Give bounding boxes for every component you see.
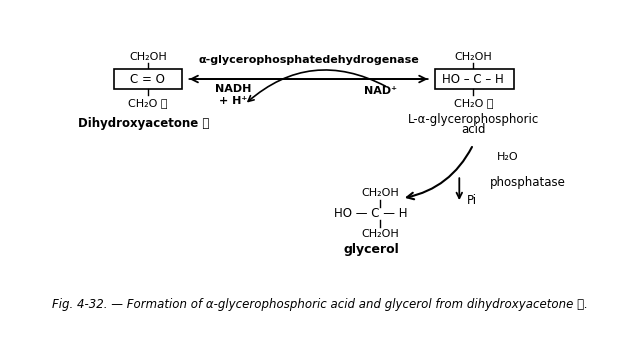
Text: Fig. 4-32. — Formation of α-glycerophosphoric acid and glycerol from dihydroxyac: Fig. 4-32. — Formation of α-glycerophosp…	[52, 298, 588, 311]
Text: C = O: C = O	[130, 72, 165, 86]
Bar	[434, 69, 514, 89]
Text: NAD⁺: NAD⁺	[364, 86, 397, 96]
Text: acid: acid	[461, 124, 485, 136]
Text: CH₂O Ⓟ: CH₂O Ⓟ	[454, 98, 493, 108]
Text: CH₂OH: CH₂OH	[454, 52, 492, 62]
Text: CH₂OH: CH₂OH	[361, 229, 399, 239]
Text: NADH
+ H⁺: NADH + H⁺	[215, 84, 251, 106]
Text: HO – C – H: HO – C – H	[442, 72, 504, 86]
Text: CH₂OH: CH₂OH	[129, 52, 167, 62]
FancyArrowPatch shape	[248, 70, 386, 101]
Bar	[114, 69, 182, 89]
Text: L-α-glycerophosphoric: L-α-glycerophosphoric	[407, 113, 539, 126]
Text: CH₂O Ⓟ: CH₂O Ⓟ	[128, 98, 167, 108]
Text: HO — C — H: HO — C — H	[334, 207, 407, 220]
Text: CH₂OH: CH₂OH	[361, 188, 399, 198]
Text: H₂O: H₂O	[497, 152, 519, 162]
Text: α-glycerophosphatedehydrogenase: α-glycerophosphatedehydrogenase	[198, 55, 419, 65]
Text: Dihydroxyacetone Ⓟ: Dihydroxyacetone Ⓟ	[78, 117, 210, 130]
FancyArrowPatch shape	[407, 147, 472, 199]
Text: Pi: Pi	[467, 194, 477, 207]
Text: glycerol: glycerol	[343, 243, 399, 256]
Text: phosphatase: phosphatase	[490, 176, 565, 190]
